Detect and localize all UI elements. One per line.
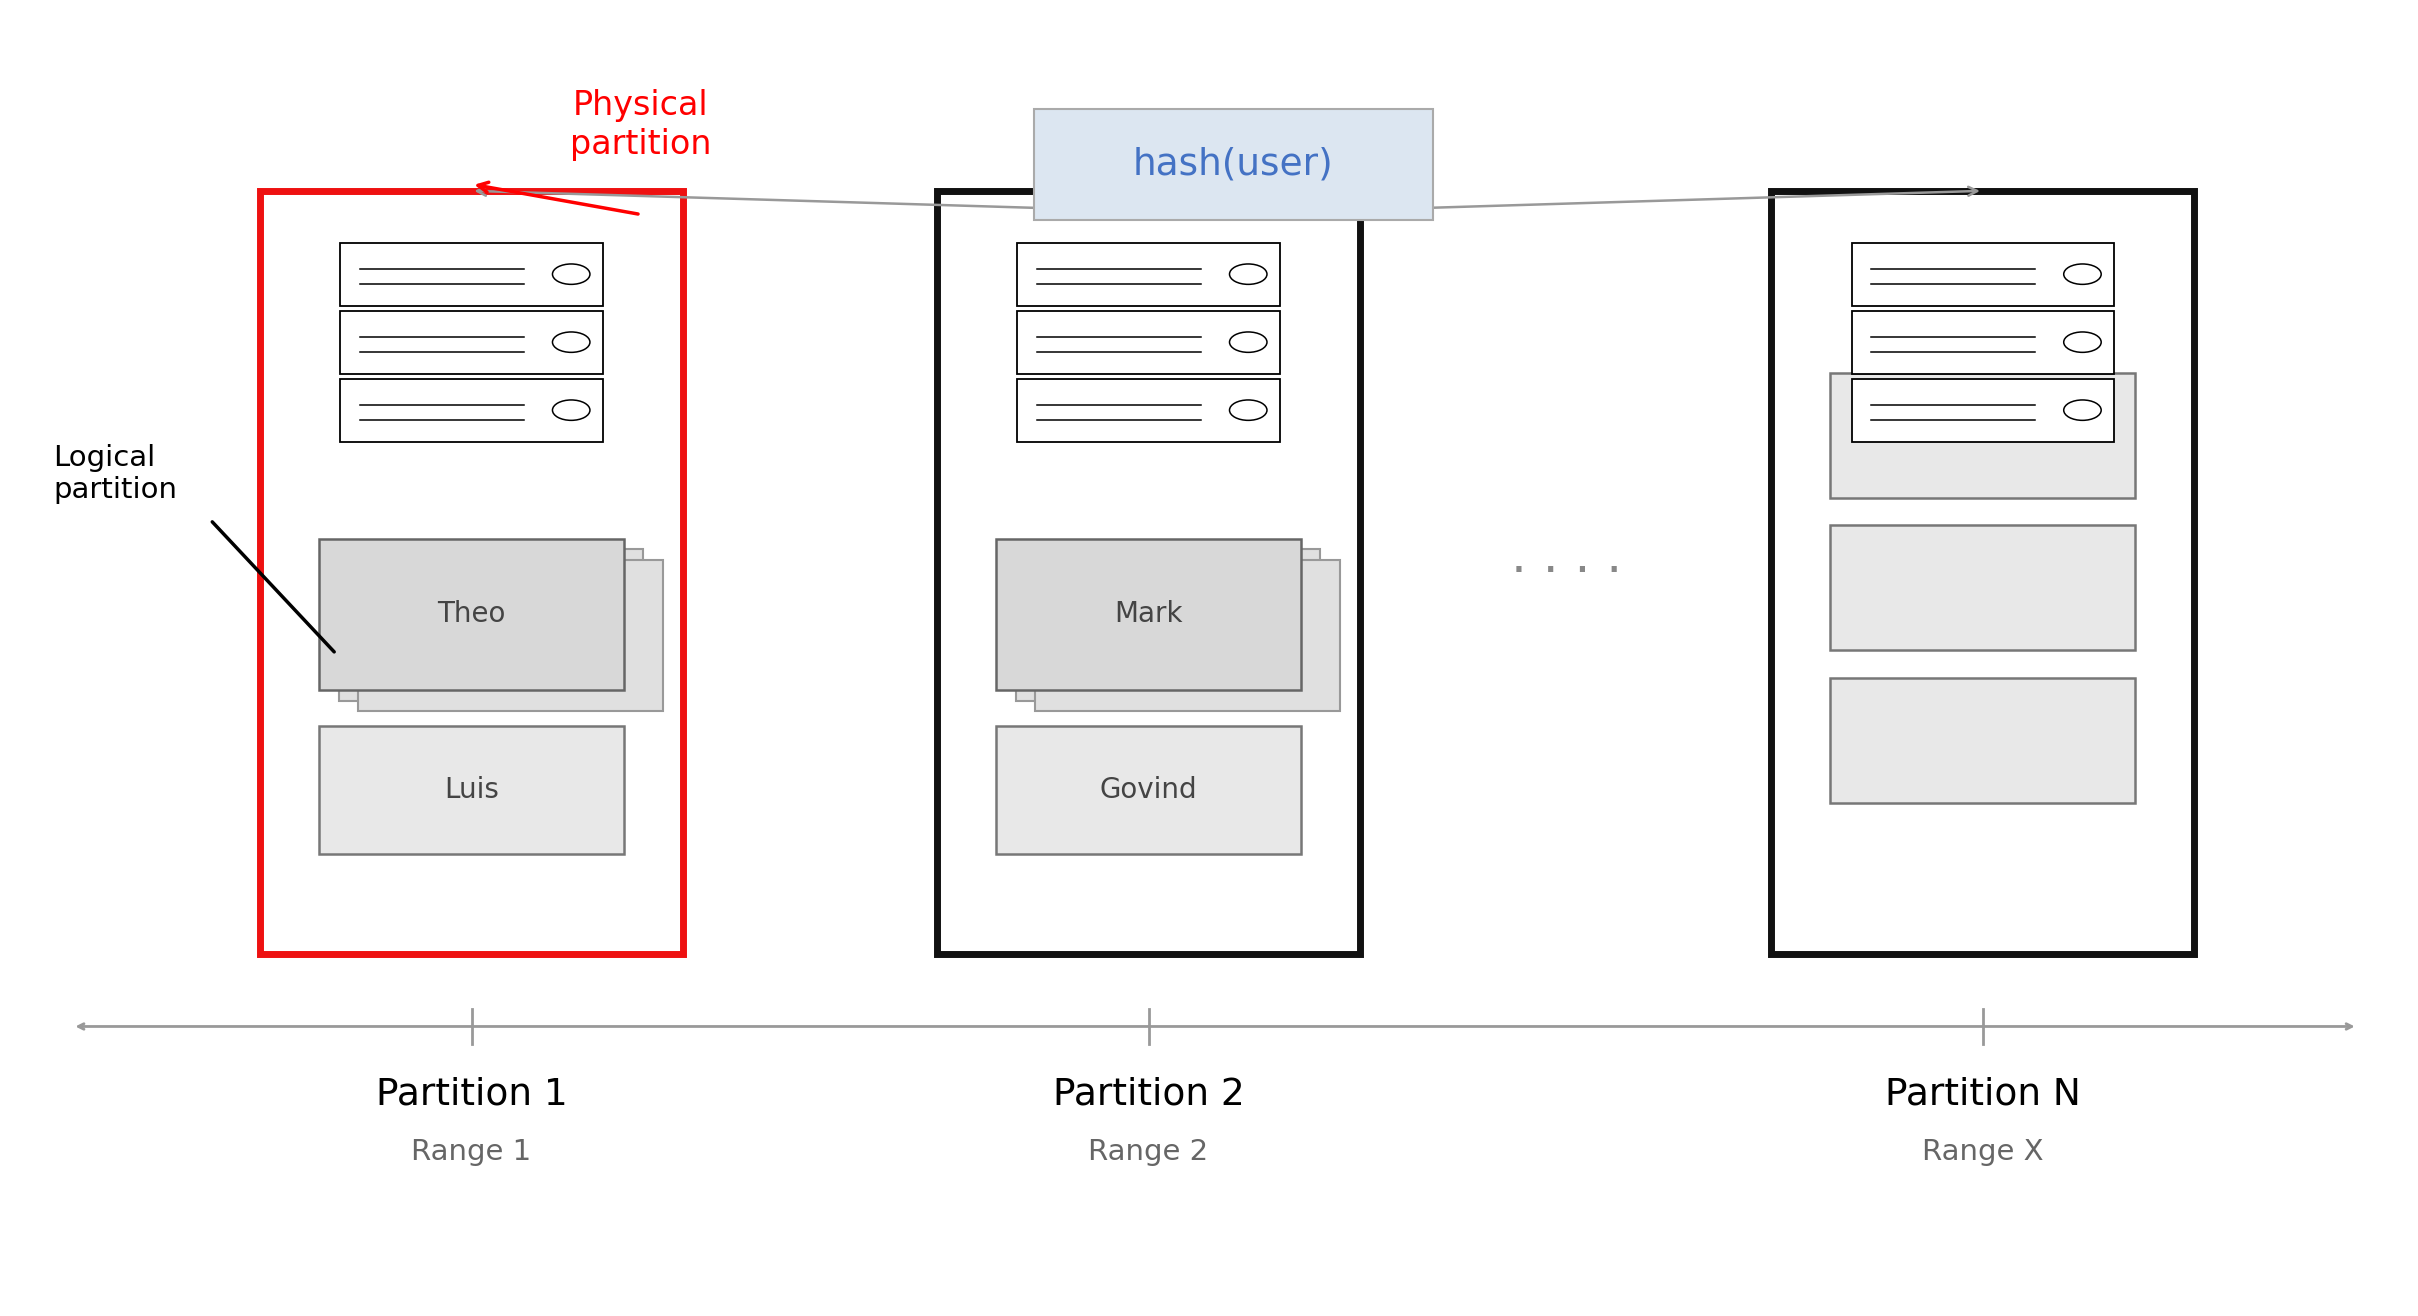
Text: · · · ·: · · · ·: [1511, 549, 1622, 596]
Bar: [261, 191, 682, 954]
Bar: [1770, 191, 2193, 954]
Bar: [341, 242, 602, 305]
Bar: [1018, 379, 1279, 442]
Text: Range X: Range X: [1922, 1138, 2043, 1166]
Bar: [936, 191, 1359, 954]
Text: Luis: Luis: [445, 776, 498, 804]
Bar: [1830, 678, 2135, 803]
Text: Partition N: Partition N: [1884, 1076, 2082, 1112]
Bar: [1852, 242, 2113, 305]
Bar: [339, 549, 643, 700]
Text: hash(user): hash(user): [1132, 146, 1335, 183]
Bar: [358, 559, 663, 711]
Text: Partition 1: Partition 1: [375, 1076, 568, 1112]
Bar: [996, 538, 1301, 690]
FancyBboxPatch shape: [1032, 108, 1431, 221]
Text: Theo: Theo: [438, 600, 505, 629]
Bar: [319, 538, 624, 690]
Bar: [1018, 242, 1279, 305]
Bar: [1852, 379, 2113, 442]
Text: Partition 2: Partition 2: [1052, 1076, 1245, 1112]
Bar: [1830, 525, 2135, 650]
Bar: [1852, 311, 2113, 374]
Bar: [1018, 311, 1279, 374]
Bar: [1016, 549, 1320, 700]
Bar: [1035, 559, 1340, 711]
Text: Range 1: Range 1: [411, 1138, 532, 1166]
Bar: [319, 725, 624, 854]
Bar: [341, 311, 602, 374]
Bar: [1830, 372, 2135, 497]
Bar: [996, 725, 1301, 854]
Text: Govind: Govind: [1100, 776, 1197, 804]
Text: Range 2: Range 2: [1088, 1138, 1209, 1166]
Text: Mark: Mark: [1115, 600, 1182, 629]
Text: Logical
partition: Logical partition: [53, 443, 177, 504]
Bar: [341, 379, 602, 442]
Text: Physical
partition: Physical partition: [571, 89, 711, 161]
